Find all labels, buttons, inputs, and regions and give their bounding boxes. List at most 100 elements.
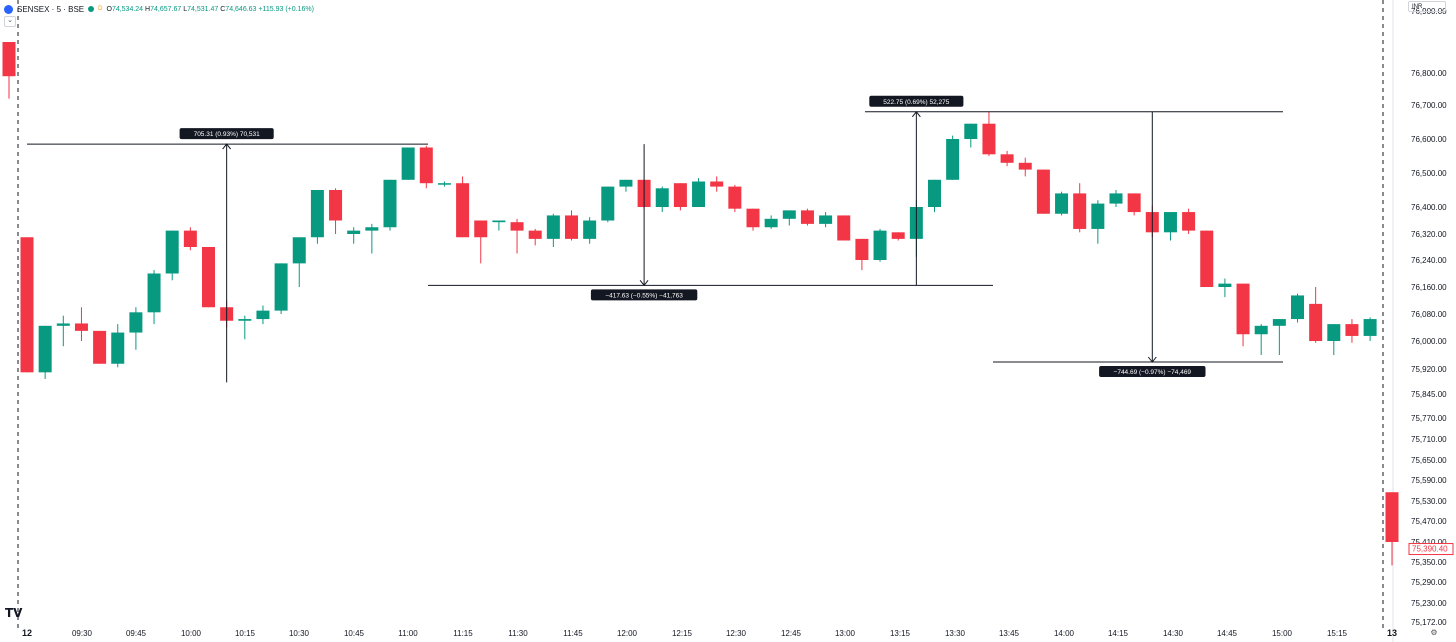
time-tick-label: 10:00 <box>181 629 202 638</box>
candle-body <box>292 237 306 264</box>
time-tick-label: 10:15 <box>235 629 256 638</box>
candle-body <box>2 42 16 77</box>
candle-body <box>746 208 760 228</box>
price-tick-label: 75,290.00 <box>1411 578 1447 587</box>
ohlc-values: O74,534.24 H74,657.67 L74,531.47 C74,646… <box>106 5 314 13</box>
candle-body <box>1000 154 1014 163</box>
price-tick-label: 75,590.00 <box>1411 476 1447 485</box>
candle <box>800 208 814 226</box>
price-tick-label: 76,080.00 <box>1411 310 1447 319</box>
time-tick-label: 15:00 <box>1272 629 1293 638</box>
candle <box>474 220 488 264</box>
candle-body <box>1363 319 1377 336</box>
price-range-measure: −417.63 (−0.55%) −41,763 <box>428 144 993 301</box>
candle-body <box>1182 212 1196 231</box>
candle <box>419 145 433 189</box>
candle <box>655 186 669 213</box>
price-tick-label: 75,530.00 <box>1411 497 1447 506</box>
symbol-title[interactable]: SENSEX · 5 · BSE <box>17 4 85 14</box>
price-tick-label: 75,410.00 <box>1411 538 1447 547</box>
candle-body <box>1345 324 1359 336</box>
candle <box>1200 230 1214 287</box>
candle-body <box>1309 303 1323 341</box>
time-tick-label: 11:30 <box>508 629 528 638</box>
candle <box>329 188 343 234</box>
candle <box>746 208 760 231</box>
candle <box>764 215 778 229</box>
candle-body <box>1055 193 1069 214</box>
candle-body <box>93 330 107 364</box>
candle <box>1073 183 1087 233</box>
delayed-badge: D <box>98 6 103 12</box>
collapse-legend-button[interactable]: ⌄ <box>4 16 16 27</box>
candle-body <box>474 220 488 238</box>
candle-body <box>819 215 833 224</box>
candle <box>528 228 542 246</box>
time-tick-label: 13:30 <box>945 629 966 638</box>
candle-body <box>56 323 70 326</box>
candle <box>1272 319 1286 355</box>
candle-body <box>1291 295 1304 320</box>
candle <box>1091 200 1105 244</box>
candle-body <box>583 220 597 239</box>
candle <box>93 330 107 364</box>
market-open-icon <box>88 6 95 12</box>
price-tick-label: 75,230.00 <box>1411 599 1447 608</box>
candle <box>183 227 197 251</box>
gear-icon[interactable]: ⚙ <box>1430 628 1438 637</box>
last-price-box <box>1408 543 1454 556</box>
price-tick-label: 75,710.00 <box>1411 435 1447 444</box>
currency-selector[interactable]: INR <box>1408 1 1446 12</box>
candle-body <box>601 186 615 221</box>
candle <box>583 217 597 244</box>
candle-body <box>274 263 288 311</box>
candle-body <box>256 310 270 320</box>
price-range-measure: 522.75 (0.69%) 52,275 <box>865 95 1283 286</box>
candle-body <box>1073 193 1087 229</box>
price-tick-label: 76,240.00 <box>1411 256 1447 265</box>
candle-body <box>855 238 869 260</box>
candle-body <box>1127 193 1141 213</box>
candle-body <box>1018 162 1032 170</box>
candle-body <box>1109 193 1123 204</box>
candle <box>1163 212 1177 241</box>
measure-label-box <box>590 289 698 301</box>
candle <box>728 184 742 213</box>
candle <box>129 307 143 350</box>
chart-legend: SENSEX · 5 · BSE D O74,534.24 H74,657.67… <box>4 2 314 16</box>
candle <box>855 238 869 271</box>
candle-body <box>673 183 687 207</box>
price-axis: 76,900.0076,800.0076,700.0076,600.0076,5… <box>1411 7 1447 627</box>
candle-body <box>38 325 52 373</box>
measure-label: −744.69 (−0.97%) −74,469 <box>1114 369 1192 376</box>
price-tick-label: 75,650.00 <box>1411 456 1447 465</box>
candle <box>1182 208 1196 234</box>
candle <box>147 270 161 325</box>
candle <box>437 181 451 187</box>
price-tick-label: 76,320.00 <box>1411 230 1447 239</box>
price-tick-label: 75,350.00 <box>1411 558 1447 567</box>
price-tick-label: 75,470.00 <box>1411 517 1447 526</box>
candle <box>982 111 996 156</box>
candle <box>1109 190 1123 207</box>
tradingview-logo-icon[interactable]: TV <box>5 606 23 620</box>
measure-label: 522.75 (0.69%) 52,275 <box>883 99 950 106</box>
price-tick-label: 76,600.00 <box>1411 135 1447 144</box>
candle-body <box>891 232 905 239</box>
candle-body <box>764 218 778 228</box>
candle <box>74 307 88 341</box>
candle-body <box>165 230 179 274</box>
arrow-head-icon <box>1147 356 1157 363</box>
candle <box>710 176 724 192</box>
candle <box>38 325 52 379</box>
candle-body <box>964 123 978 139</box>
candle-body <box>329 190 343 221</box>
price-tick-label: 75,845.00 <box>1411 390 1447 399</box>
candle <box>1236 283 1250 347</box>
chevron-down-icon: ⌄ <box>7 17 13 24</box>
candle-body <box>111 332 125 364</box>
candle <box>510 218 524 254</box>
arrow-head-icon <box>911 110 921 118</box>
price-range-measure: 705.31 (0.93%) 70,531 <box>27 128 428 383</box>
